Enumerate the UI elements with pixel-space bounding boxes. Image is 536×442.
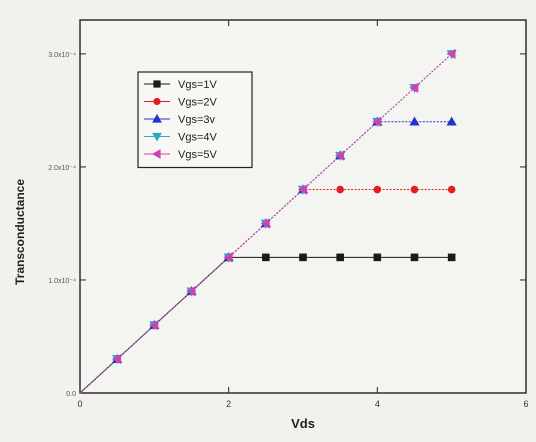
x-tick-label: 0 [77, 399, 82, 409]
data-point-series-1 [373, 253, 382, 262]
legend-label: Vgs=1V [178, 79, 217, 91]
legend-label: Vgs=4V [178, 132, 217, 144]
data-point-series-5 [446, 48, 456, 59]
data-point-series-2 [373, 185, 382, 194]
x-tick-label: 6 [523, 399, 528, 409]
data-point-series-2 [410, 185, 419, 194]
data-point-series-1 [410, 253, 419, 262]
series-line-3 [79, 121, 452, 394]
y-tick-label: 1.0x10⁻⁴ [48, 278, 76, 285]
series-line-2 [79, 189, 452, 394]
data-point-series-3 [446, 116, 457, 126]
data-point-series-1 [336, 253, 344, 262]
legend-label: Vgs=2V [178, 97, 217, 109]
x-axis-label: Vds [291, 416, 315, 431]
data-point-series-5 [149, 320, 159, 331]
legend-label: Vgs=5V [178, 149, 217, 161]
data-point-series-1 [447, 253, 456, 262]
data-point-series-5 [111, 354, 121, 365]
x-tick-label: 2 [226, 399, 231, 409]
y-tick-label: 3.0x10⁻⁴ [48, 52, 76, 59]
data-point-series-5 [260, 218, 270, 229]
data-point-series-3 [409, 116, 420, 126]
data-point-series-5 [223, 252, 233, 263]
data-point-series-5 [409, 82, 419, 93]
data-point-series-5 [186, 286, 196, 297]
legend-marker [151, 149, 161, 159]
y-tick-label: 2.0x10⁻⁴ [48, 165, 76, 172]
y-axis-label: Transconductance [13, 179, 27, 285]
legend-label: Vgs=3v [178, 114, 215, 126]
x-tick-label: 4 [375, 399, 380, 409]
data-point-series-5 [334, 150, 344, 161]
y-tick-label: 0.0 [66, 391, 76, 398]
data-point-series-5 [372, 116, 382, 127]
data-point-series-1 [262, 253, 270, 262]
legend-marker [153, 97, 161, 106]
legend-marker [152, 113, 162, 123]
data-point-series-1 [299, 253, 307, 262]
data-point-series-5 [297, 184, 307, 195]
data-point-series-2 [336, 185, 344, 194]
legend-marker [153, 80, 161, 88]
data-point-series-2 [447, 185, 456, 194]
legend-marker [152, 132, 162, 142]
